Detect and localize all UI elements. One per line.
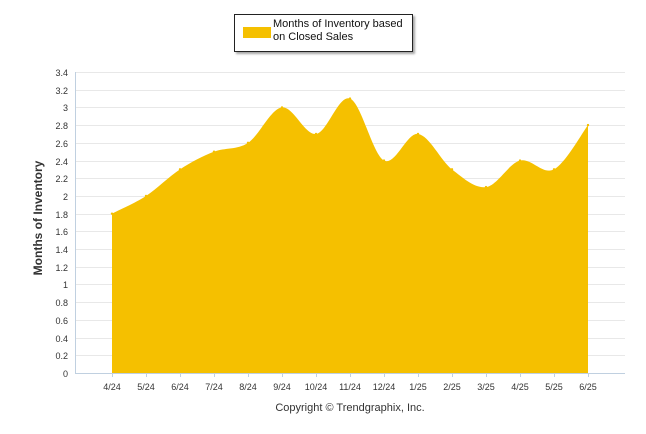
data-point: [144, 194, 148, 198]
legend-label: Months of Inventory based on Closed Sale…: [273, 18, 403, 43]
data-point: [212, 150, 216, 153]
x-tick-label: 4/25: [511, 382, 529, 392]
x-tick-label: 8/24: [239, 382, 257, 392]
x-tick-label: 2/25: [443, 382, 461, 392]
data-point: [484, 185, 488, 189]
area-fill: [112, 98, 588, 373]
data-point: [382, 159, 386, 162]
y-tick-label: 3.4: [55, 68, 68, 78]
y-tick-label: 3: [63, 103, 68, 113]
x-tick-label: 4/24: [103, 382, 121, 392]
data-point: [416, 132, 420, 136]
data-point: [348, 97, 352, 100]
data-point: [552, 168, 556, 171]
x-tick-label: 1/25: [409, 382, 427, 392]
data-point: [518, 159, 522, 162]
y-tick-label: 0.2: [55, 351, 68, 361]
y-tick-label: 3.2: [55, 86, 68, 96]
data-point: [280, 106, 284, 109]
x-tick-label: 9/24: [273, 382, 291, 392]
x-tick-label: 6/25: [579, 382, 597, 392]
x-tick-labels: 4/24 5/24 6/24 7/24 8/24 9/24 10/24 11/24 12/24 1…: [103, 382, 597, 392]
x-tick-label: 7/24: [205, 382, 223, 392]
x-tick-label: 10/24: [305, 382, 328, 392]
legend-swatch: [243, 27, 271, 38]
y-tick-label: 1.6: [55, 227, 68, 237]
y-axis-label: Months of Inventory: [31, 160, 45, 275]
x-tick-label: 12/24: [373, 382, 396, 392]
y-tick-label: 2.6: [55, 139, 68, 149]
data-point: [586, 123, 590, 127]
copyright-text: Copyright © Trendgraphix, Inc.: [275, 402, 425, 414]
y-tick-label: 0.8: [55, 298, 68, 308]
axes: [75, 72, 625, 377]
data-point: [450, 168, 454, 171]
y-tick-label: 0: [63, 369, 68, 379]
y-tick-label: 0.4: [55, 334, 68, 344]
y-tick-label: 1: [63, 280, 68, 290]
x-tick-label: 11/24: [339, 382, 361, 392]
data-point: [246, 141, 250, 145]
y-tick-label: 2.8: [55, 121, 68, 131]
x-tick-label: 6/24: [171, 382, 189, 392]
y-tick-label: 1.8: [55, 210, 68, 220]
y-tick-labels: 0 0.2 0.4 0.6 0.8 1 1.2 1.4 1.6 1.8 2 2.2 2.4 2.6 2.8 3…: [55, 68, 68, 379]
data-point: [314, 132, 318, 136]
x-tick-label: 5/24: [137, 382, 155, 392]
y-tick-label: 2.4: [55, 157, 68, 167]
y-tick-label: 2: [63, 192, 68, 202]
y-tick-label: 1.4: [55, 245, 68, 255]
data-point: [178, 168, 182, 171]
legend: Months of Inventory based on Closed Sale…: [234, 14, 413, 52]
x-tick-label: 5/25: [545, 382, 563, 392]
y-tick-label: 1.2: [55, 263, 68, 273]
area-series: [110, 97, 590, 373]
x-tick-label: 3/25: [477, 382, 495, 392]
y-tick-label: 2.2: [55, 174, 68, 184]
data-point: [110, 212, 114, 215]
y-tick-label: 0.6: [55, 316, 68, 326]
